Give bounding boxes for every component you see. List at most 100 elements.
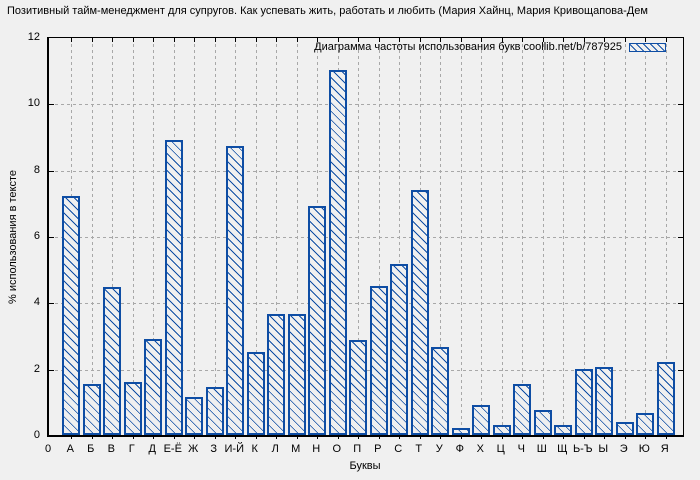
y-tick-label: 4 [33,296,40,309]
x-tick-mark [665,435,667,439]
vertical-gridline [214,38,216,435]
vertical-gridline [255,38,257,435]
vertical-gridline [112,38,114,435]
vertical-gridline [583,38,585,435]
x-tick-mark [153,435,155,439]
bar [554,425,573,435]
bar [513,384,532,435]
x-tick-mark [522,435,524,439]
bar [615,422,634,435]
x-tick-label: М [291,443,301,455]
x-tick-mark [132,435,134,439]
x-tick-mark [112,38,114,42]
bar [472,405,491,435]
y-tick-mark [49,303,54,305]
x-tick-label: И-Й [224,443,244,455]
y-tick-label: 0 [33,429,40,441]
x-tick-label: Ц [496,443,505,455]
bar [328,70,347,435]
x-tick-mark [378,435,380,439]
x-tick-mark [501,38,503,42]
x-tick-mark [296,38,298,42]
x-tick-mark [358,435,360,439]
horizontal-gridline [49,237,683,238]
x-tick-mark [214,435,216,439]
x-tick-label: К [251,443,258,455]
x-tick-mark [542,435,544,439]
x-tick-label: Я [660,443,669,455]
x-tick-mark [337,38,339,42]
horizontal-gridline [49,170,683,172]
x-tick-label: О [332,443,342,455]
bar [369,286,388,435]
x-tick-label: Ф [455,443,464,455]
bar [656,362,675,435]
y-tick-mark [49,170,54,172]
vertical-gridline [481,38,483,435]
y-tick-mark [678,369,683,371]
legend-label: Диаграмма частоты использования букв coo… [314,41,622,53]
x-tick-mark [317,435,319,439]
bar [431,347,450,435]
x-tick-label: Ы [598,443,609,455]
vertical-gridline [665,38,667,435]
y-tick-label: 2 [33,362,40,375]
vertical-gridline [645,38,647,435]
bar [574,369,593,435]
x-tick-label: П [353,443,362,455]
x-tick-label: Щ [557,443,568,455]
x-tick-mark [440,435,442,439]
y-tick-mark [678,170,683,172]
vertical-gridline [501,38,503,435]
x-tick-mark [583,435,585,439]
x-tick-mark [235,435,237,439]
y-tick-mark [49,369,54,371]
bar [410,190,429,435]
y-tick-mark [678,104,683,106]
x-tick-label: Ч [517,443,525,455]
x-tick-mark [276,435,278,439]
x-tick-label: Н [312,443,321,455]
bars-layer [49,38,683,435]
bar [103,287,122,435]
vertical-gridline [604,38,606,435]
vertical-gridline [153,38,155,435]
x-tick-mark [460,38,462,42]
vertical-gridline [399,38,401,435]
x-tick-label: Л [271,443,279,455]
x-tick-mark [604,435,606,439]
y-tick-label: 12 [27,31,40,43]
bar [205,387,224,435]
legend-swatch-hatched-bar-icon [629,42,666,52]
bar [82,384,101,435]
x-tick-label: Ю [638,443,650,455]
vertical-gridline [132,38,134,435]
x-origin-label: 0 [44,443,52,455]
x-axis-title: Буквы [349,460,381,472]
chart-title: Позитивный тайм-менеджмент для супругов.… [7,5,648,17]
x-tick-mark [194,435,196,439]
x-tick-label: Г [128,443,135,455]
x-tick-mark [563,435,565,439]
x-tick-mark [358,38,360,42]
x-tick-label: Р [374,443,382,455]
x-tick-mark [645,38,647,42]
y-tick-label: 8 [33,163,40,176]
x-tick-mark [399,38,401,42]
vertical-gridline [194,38,196,435]
x-tick-mark [624,38,626,42]
x-tick-mark [522,38,524,42]
bar [636,413,655,435]
vertical-gridline [358,38,360,435]
x-tick-mark [276,38,278,42]
x-tick-mark [296,435,298,439]
x-tick-label: В [107,443,115,455]
horizontal-gridline [49,303,683,305]
x-tick-mark [604,38,606,42]
x-tick-mark [542,38,544,42]
x-tick-mark [255,435,257,439]
x-tick-mark [419,38,421,42]
x-tick-mark [337,435,339,439]
x-tick-label: У [435,443,443,455]
